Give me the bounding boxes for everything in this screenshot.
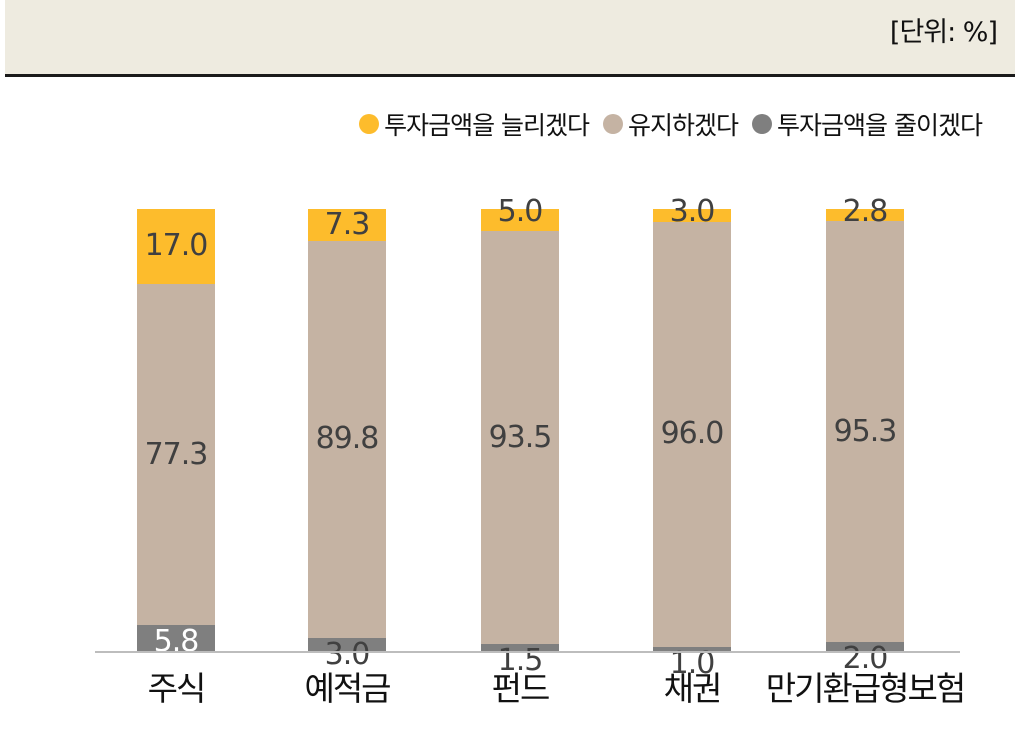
- x-axis-line: [95, 651, 960, 653]
- bar-segment-decrease: [653, 646, 731, 651]
- data-label: 7.3: [324, 206, 371, 242]
- bar-segment-maintain: [137, 283, 215, 626]
- legend-dot-icon: [603, 114, 624, 134]
- legend-dot-icon: [359, 114, 380, 134]
- data-label: 96.0: [660, 416, 725, 452]
- data-label: 2.8: [842, 193, 889, 229]
- bar-segment-decrease: [826, 642, 904, 651]
- data-label: 17.0: [144, 228, 209, 264]
- legend: 투자금액을 늘리겠다 유지하겠다 투자금액을 줄이겠다: [359, 106, 983, 142]
- bar-segment-increase: [308, 208, 386, 241]
- chart-header: [단위: %]: [5, 0, 1015, 74]
- data-label: 89.8: [315, 421, 380, 457]
- legend-label: 투자금액을 줄이겠다: [777, 111, 983, 140]
- bar-segment-maintain: [653, 222, 731, 647]
- bar-segment-decrease: [308, 637, 386, 651]
- bar-segment-maintain: [481, 231, 559, 645]
- data-label: 1.0: [669, 645, 716, 681]
- legend-item-decrease: 투자금액을 줄이겠다: [752, 106, 983, 142]
- category-label: 주식: [147, 669, 207, 708]
- bar-segment-maintain: [826, 220, 904, 643]
- legend-dot-icon: [752, 114, 773, 134]
- data-label: 1.5: [497, 643, 544, 679]
- legend-label: 투자금액을 늘리겠다: [384, 111, 590, 140]
- bar-segment-decrease: [481, 644, 559, 651]
- legend-item-maintain: 유지하겠다: [603, 106, 739, 142]
- data-label: 77.3: [144, 436, 209, 472]
- data-label: 3.0: [324, 636, 371, 672]
- bar-segment-maintain: [308, 240, 386, 638]
- header-divider: [5, 74, 1015, 77]
- category-label: 예적금: [304, 669, 391, 708]
- bar-segment-decrease: [137, 625, 215, 651]
- category-label: 만기환급형보험: [765, 669, 967, 708]
- data-label: 3.0: [669, 194, 716, 229]
- bar-segment-increase: [137, 208, 215, 284]
- data-label: 5.0: [497, 194, 544, 229]
- category-label: 채권: [663, 669, 723, 708]
- legend-label: 유지하겠다: [628, 111, 739, 140]
- bar-segment-increase: [481, 209, 559, 232]
- unit-label: [단위: %]: [889, 17, 998, 48]
- legend-item-increase: 투자금액을 늘리겠다: [359, 106, 590, 142]
- bar-segment-increase: [653, 209, 731, 223]
- data-label: 95.3: [833, 413, 898, 449]
- bar-segment-increase: [826, 208, 904, 221]
- data-label: 93.5: [488, 419, 553, 455]
- category-label: 펀드: [491, 669, 551, 708]
- data-label: 2.0: [842, 641, 889, 677]
